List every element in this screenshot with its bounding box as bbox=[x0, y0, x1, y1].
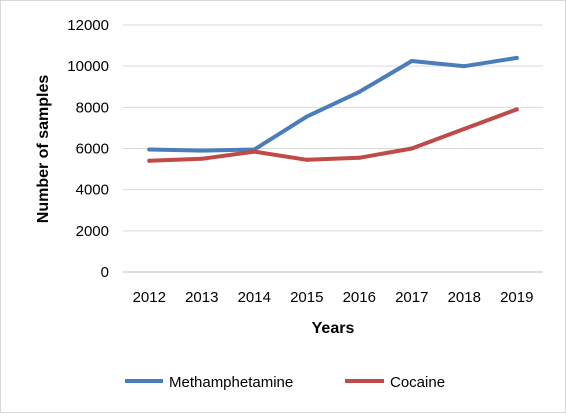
data-point-cocaine-2018 bbox=[462, 126, 467, 131]
series-lines bbox=[147, 55, 519, 163]
x-tick-label-2014: 2014 bbox=[238, 289, 271, 306]
x-tick-label-2012: 2012 bbox=[133, 289, 166, 306]
y-tick-label-4000: 4000 bbox=[76, 182, 109, 199]
x-tick-label-2015: 2015 bbox=[290, 289, 323, 306]
data-point-methamphetamine-2018 bbox=[462, 64, 467, 69]
series-line-cocaine bbox=[147, 107, 519, 163]
y-axis-title: Number of samples bbox=[35, 75, 52, 224]
x-tick-label-2017: 2017 bbox=[395, 289, 428, 306]
data-point-cocaine-2017 bbox=[409, 146, 414, 151]
y-tick-label-8000: 8000 bbox=[76, 99, 109, 116]
data-point-methamphetamine-2016 bbox=[357, 89, 362, 94]
data-point-methamphetamine-2015 bbox=[304, 114, 309, 119]
x-tick-label-2016: 2016 bbox=[343, 289, 376, 306]
data-point-methamphetamine-2012 bbox=[147, 147, 152, 152]
y-tick-label-0: 0 bbox=[101, 264, 109, 281]
y-tick-label-12000: 12000 bbox=[67, 17, 109, 34]
data-point-cocaine-2016 bbox=[357, 155, 362, 160]
legend: Methamphetamine Cocaine bbox=[125, 374, 445, 391]
data-point-methamphetamine-2013 bbox=[199, 148, 204, 153]
data-point-cocaine-2012 bbox=[147, 158, 152, 163]
data-point-cocaine-2014 bbox=[252, 149, 257, 154]
data-point-methamphetamine-2019 bbox=[514, 55, 519, 60]
series-line-methamphetamine bbox=[147, 55, 519, 153]
x-tick-label-2013: 2013 bbox=[185, 289, 218, 306]
x-tick-label-2019: 2019 bbox=[500, 289, 533, 306]
data-point-methamphetamine-2017 bbox=[409, 59, 414, 64]
x-axis-tick-labels: 2012 2013 2014 2015 2016 2017 2018 2019 bbox=[133, 289, 534, 306]
x-tick-label-2018: 2018 bbox=[448, 289, 481, 306]
data-point-cocaine-2015 bbox=[304, 157, 309, 162]
x-axis-title: Years bbox=[312, 320, 355, 337]
legend-label-methamphetamine: Methamphetamine bbox=[169, 374, 293, 391]
data-point-cocaine-2019 bbox=[514, 107, 519, 112]
data-point-cocaine-2013 bbox=[199, 156, 204, 161]
legend-label-cocaine: Cocaine bbox=[390, 374, 445, 391]
y-axis-tick-labels: 0 2000 4000 6000 8000 10000 12000 bbox=[67, 17, 109, 281]
y-tick-label-6000: 6000 bbox=[76, 141, 109, 158]
y-tick-label-2000: 2000 bbox=[76, 223, 109, 240]
y-tick-label-10000: 10000 bbox=[67, 58, 109, 75]
